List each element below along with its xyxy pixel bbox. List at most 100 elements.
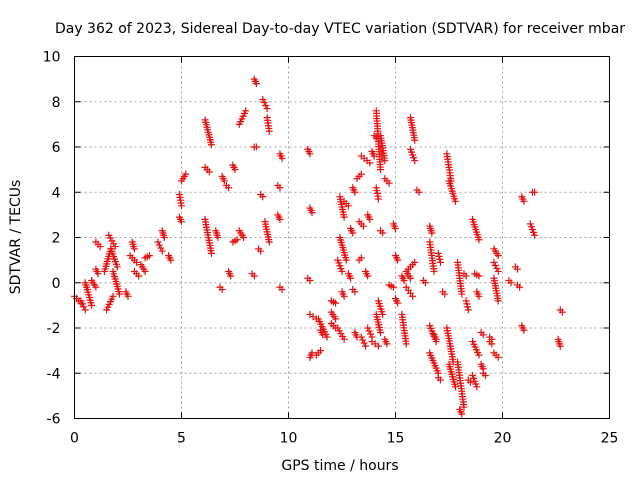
data-point (436, 376, 444, 384)
data-point (436, 255, 444, 263)
data-point (494, 353, 502, 361)
data-point (507, 279, 515, 287)
data-point (481, 372, 489, 380)
y-tick-label: 10 (43, 50, 61, 66)
data-point (365, 327, 373, 335)
data-point (435, 252, 443, 260)
data-point (80, 303, 88, 311)
data-point (392, 224, 399, 232)
data-point (259, 193, 267, 201)
data-point (475, 292, 483, 300)
data-point (323, 333, 331, 341)
data-point (411, 258, 419, 266)
x-tick-label: 5 (177, 431, 186, 447)
data-point (260, 99, 268, 107)
data-point (494, 297, 502, 305)
data-point (205, 168, 213, 176)
y-tick-label: 4 (52, 185, 61, 201)
data-point (475, 351, 483, 359)
data-point (306, 276, 314, 284)
data-point (428, 229, 436, 237)
data-point (225, 184, 233, 192)
data-point (402, 340, 410, 348)
data-point (394, 299, 402, 307)
data-point (340, 292, 348, 300)
data-point (158, 247, 166, 255)
data-point (133, 258, 141, 266)
data-point (379, 229, 387, 237)
data-point (464, 303, 472, 311)
data-point (155, 241, 163, 249)
data-point (257, 247, 265, 255)
data-point (531, 231, 539, 239)
data-point (466, 378, 474, 386)
data-point (218, 286, 226, 294)
data-point (220, 177, 228, 185)
data-point (214, 234, 222, 241)
data-point (262, 102, 270, 110)
data-point (78, 300, 86, 308)
data-point (411, 157, 419, 165)
data-point (531, 188, 539, 196)
y-axis-label: SDTVAR / TECUs (8, 180, 24, 295)
data-point (400, 276, 408, 284)
data-point (182, 170, 190, 178)
data-point (278, 286, 286, 294)
data-point (394, 256, 402, 264)
data-point (265, 127, 273, 135)
data-point (332, 315, 340, 323)
data-point (359, 336, 367, 344)
data-point (364, 324, 372, 332)
data-point (308, 349, 316, 357)
data-point (520, 326, 528, 334)
data-point (475, 272, 483, 280)
data-point (381, 157, 389, 165)
data-point (207, 141, 215, 149)
data-point (231, 166, 239, 174)
data-point (434, 249, 442, 257)
data-point (342, 256, 350, 264)
data-point (240, 234, 248, 241)
data-point (406, 274, 414, 282)
data-point (349, 229, 357, 237)
data-point (462, 272, 470, 280)
data-point (432, 335, 440, 343)
data-point (340, 335, 348, 343)
data-point (441, 290, 449, 298)
data-point (488, 340, 496, 348)
data-point (451, 383, 459, 391)
x-tick-label: 0 (70, 431, 79, 447)
data-point (77, 297, 85, 305)
data-point (513, 265, 521, 273)
data-point (357, 254, 365, 262)
data-point (359, 222, 367, 230)
data-point (370, 152, 378, 160)
data-point (463, 300, 471, 308)
y-tick-label: -2 (47, 321, 61, 337)
data-point (366, 215, 374, 223)
y-tick-label: 2 (52, 231, 61, 247)
data-point (374, 195, 382, 203)
data-point (491, 261, 499, 269)
data-point (351, 188, 359, 196)
data-point (252, 143, 260, 151)
data-point (411, 136, 419, 144)
data-point (377, 329, 385, 337)
y-tick-label: -4 (47, 366, 61, 382)
data-point (178, 218, 185, 226)
data-point (516, 283, 524, 291)
data-point (160, 234, 168, 241)
data-point (92, 283, 100, 291)
axis-ticks (74, 56, 610, 419)
data-point (389, 283, 397, 291)
y-tick-label: 0 (52, 276, 61, 292)
data-point (332, 299, 340, 307)
data-point (113, 263, 121, 271)
data-point (319, 331, 327, 339)
x-tick-label: 10 (280, 431, 298, 447)
data-point (451, 197, 459, 205)
data-point (233, 236, 241, 244)
y-tick-label: 6 (52, 140, 61, 156)
